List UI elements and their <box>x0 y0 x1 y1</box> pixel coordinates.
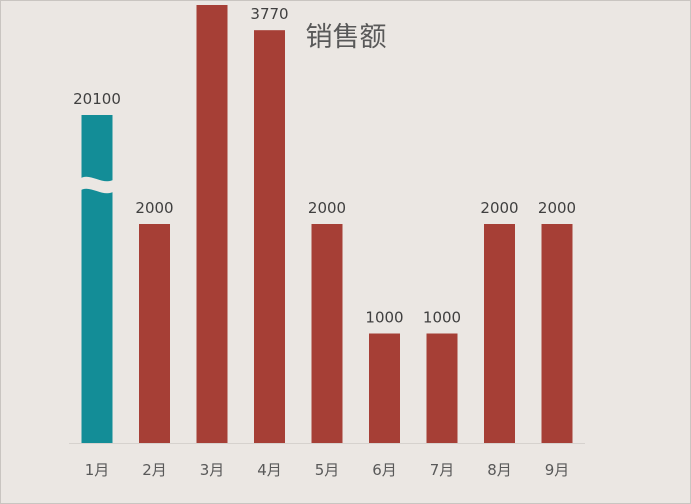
bar-1 <box>81 115 113 443</box>
bar-5 <box>311 224 343 443</box>
bar-7 <box>426 333 458 443</box>
bars-group <box>79 5 573 444</box>
bar-4 <box>254 30 285 444</box>
data-label-8: 2000 <box>480 199 518 217</box>
data-label-6: 1000 <box>365 309 403 327</box>
data-label-7: 1000 <box>423 309 461 327</box>
data-label-9: 2000 <box>538 199 576 217</box>
data-label-2: 2000 <box>135 199 173 217</box>
bar-3 <box>196 5 228 443</box>
x-tick-label-4: 4月 <box>257 461 282 479</box>
data-label-4: 3770 <box>250 5 288 23</box>
x-tick-label-5: 5月 <box>315 461 340 479</box>
x-tick-label-9: 9月 <box>545 461 570 479</box>
data-label-1: 20100 <box>73 90 121 108</box>
data-labels-group: 2010020004000377020001000100020002000 <box>73 5 576 327</box>
x-tick-label-8: 8月 <box>487 461 512 479</box>
chart-title: 销售额 <box>306 22 387 53</box>
bar-9 <box>541 224 573 443</box>
x-tick-label-7: 7月 <box>430 461 455 479</box>
axis-break-mark <box>79 176 115 194</box>
bar-2 <box>139 224 170 443</box>
bar-6 <box>369 333 400 443</box>
bar-8 <box>484 224 515 443</box>
x-tick-labels-group: 1月 2月 3月 4月 5月 6月 7月 8月 9月 <box>85 461 570 479</box>
data-label-5: 2000 <box>308 199 346 217</box>
x-tick-label-1: 1月 <box>85 461 110 479</box>
x-tick-label-3: 3月 <box>200 461 225 479</box>
x-tick-label-2: 2月 <box>142 461 167 479</box>
x-tick-label-6: 6月 <box>372 461 397 479</box>
